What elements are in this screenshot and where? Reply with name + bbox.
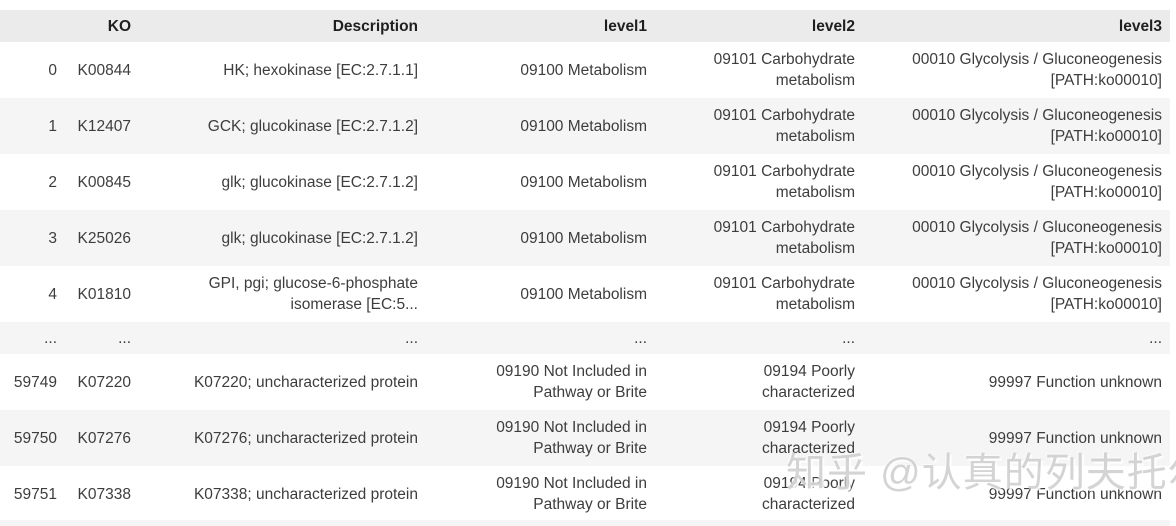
cell-level3: 99997 Function unknown — [988, 485, 1162, 503]
cell-ko: K07220 — [77, 373, 131, 391]
cell-description: glk; glucokinase [EC:2.7.1.2] — [221, 229, 418, 247]
cell-index: 0 — [48, 61, 57, 79]
column-header-level1: level1 — [603, 17, 647, 35]
column-header-level3: level3 — [1118, 17, 1162, 35]
cell-level3: 00010 Glycolysis / Gluconeogenesis [PATH… — [912, 219, 1162, 257]
cell-level1: 09190 Not Included in Pathway or Brite — [496, 475, 647, 513]
cell-level1: ... — [634, 329, 647, 347]
cell-description: GPI, pgi; glucose-6-phosphate isomerase … — [208, 275, 418, 313]
table-row: 2 K00845 glk; glucokinase [EC:2.7.1.2] 0… — [0, 154, 1170, 210]
cell-level3: ... — [1149, 329, 1162, 347]
cell-level1: 09100 Metabolism — [520, 229, 647, 247]
cell-level2: 09101 Carbohydrate metabolism — [713, 51, 855, 89]
cell-description: HK; hexokinase [EC:2.7.1.1] — [223, 61, 418, 79]
cell-index: 1 — [48, 117, 57, 135]
cell-description: K07220; uncharacterized protein — [193, 373, 418, 391]
cell-index: 59751 — [13, 485, 57, 503]
cell-level1: 09100 Metabolism — [520, 173, 647, 191]
cell-level2: 09101 Carbohydrate metabolism — [713, 163, 855, 201]
cell-index: 59750 — [13, 429, 57, 447]
dataframe-output: KO Description level1 level2 level3 0 K0… — [0, 10, 1170, 522]
cell-ko: K00844 — [77, 61, 131, 79]
cell-level3: 00010 Glycolysis / Gluconeogenesis [PATH… — [912, 163, 1162, 201]
cell-ko: K00845 — [77, 173, 131, 191]
cell-ko: K12407 — [77, 117, 131, 135]
cell-description: GCK; glucokinase [EC:2.7.1.2] — [207, 117, 418, 135]
cell-level2: 09101 Carbohydrate metabolism — [713, 275, 855, 313]
header-row: KO Description level1 level2 level3 — [0, 10, 1170, 42]
cell-level3: 00010 Glycolysis / Gluconeogenesis [PATH… — [912, 51, 1162, 89]
cell-description: K07276; uncharacterized protein — [193, 429, 418, 447]
cell-index: 59749 — [13, 373, 57, 391]
cell-level2: 09194 Poorly characterized — [761, 363, 855, 401]
cell-level2: 09194 Poorly characterized — [761, 419, 855, 457]
column-header-index — [0, 10, 62, 42]
table-row: 3 K25026 glk; glucokinase [EC:2.7.1.2] 0… — [0, 210, 1170, 266]
cell-level1: 09190 Not Included in Pathway or Brite — [496, 419, 647, 457]
cell-level1: 09100 Metabolism — [520, 117, 647, 135]
cell-ko: K25026 — [77, 229, 131, 247]
next-row-partial-stripe — [0, 520, 1170, 526]
cell-level1: 09100 Metabolism — [520, 61, 647, 79]
dataframe-table: KO Description level1 level2 level3 0 K0… — [0, 10, 1170, 522]
cell-level3: 99997 Function unknown — [988, 429, 1162, 447]
table-row: 59749 K07220 K07220; uncharacterized pro… — [0, 354, 1170, 410]
table-row: 59751 K07338 K07338; uncharacterized pro… — [0, 466, 1170, 522]
cell-level2: 09101 Carbohydrate metabolism — [713, 219, 855, 257]
cell-ko: K07276 — [77, 429, 131, 447]
table-row-ellipsis: ... ... ... ... ... ... — [0, 322, 1170, 354]
cell-ko: ... — [118, 329, 131, 347]
table-row: 4 K01810 GPI, pgi; glucose-6-phosphate i… — [0, 266, 1170, 322]
column-header-level2: level2 — [811, 17, 855, 35]
cell-index: ... — [44, 329, 57, 347]
column-header-description: Description — [332, 17, 418, 35]
column-header-ko: KO — [107, 17, 131, 35]
cell-level2: ... — [842, 329, 855, 347]
table-row: 59750 K07276 K07276; uncharacterized pro… — [0, 410, 1170, 466]
cell-ko: K01810 — [77, 285, 131, 303]
cell-level1: 09190 Not Included in Pathway or Brite — [496, 363, 647, 401]
cell-level1: 09100 Metabolism — [520, 285, 647, 303]
cell-description: K07338; uncharacterized protein — [193, 485, 418, 503]
table-row: 0 K00844 HK; hexokinase [EC:2.7.1.1] 091… — [0, 42, 1170, 98]
cell-index: 4 — [48, 285, 57, 303]
cell-index: 3 — [48, 229, 57, 247]
cell-level3: 99997 Function unknown — [988, 373, 1162, 391]
cell-level2: 09101 Carbohydrate metabolism — [713, 107, 855, 145]
cell-level3: 00010 Glycolysis / Gluconeogenesis [PATH… — [912, 275, 1162, 313]
cell-description: glk; glucokinase [EC:2.7.1.2] — [221, 173, 418, 191]
table-row: 1 K12407 GCK; glucokinase [EC:2.7.1.2] 0… — [0, 98, 1170, 154]
cell-level3: 00010 Glycolysis / Gluconeogenesis [PATH… — [912, 107, 1162, 145]
cell-level2: 09194 Poorly characterized — [761, 475, 855, 513]
cell-description: ... — [405, 329, 418, 347]
cell-ko: K07338 — [77, 485, 131, 503]
cell-index: 2 — [48, 173, 57, 191]
